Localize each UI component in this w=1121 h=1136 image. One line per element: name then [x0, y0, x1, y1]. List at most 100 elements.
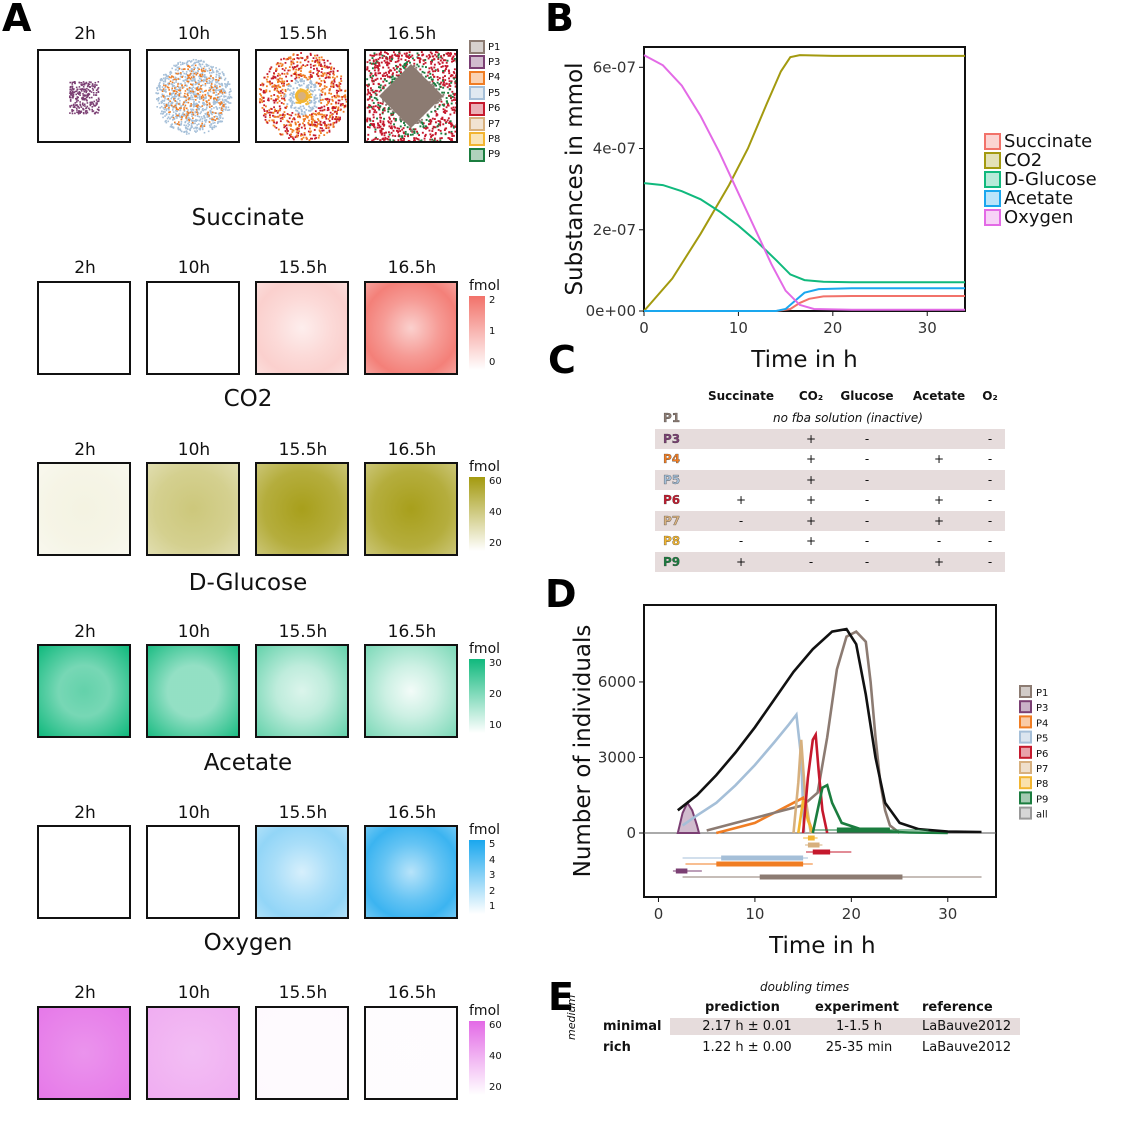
legend-label: P9 — [488, 149, 501, 161]
legend-item: P3 — [469, 55, 500, 70]
table-row: P5 + - - — [655, 469, 1005, 491]
reference-cell: LaBauve2012 — [922, 1019, 1012, 1034]
legend-label: all — [1036, 810, 1048, 821]
substance-chart-b: 0 10 20 30 0e+00 2e-07 4e-07 6e-07 Time in h Subs… — [562, 46, 1097, 373]
x-tick-label: 10 — [745, 905, 764, 923]
table-cell: - — [808, 554, 814, 569]
colorbar-tick: 60 — [489, 476, 502, 487]
time-label: 16.5h — [387, 258, 437, 278]
legend-label: P9 — [1036, 794, 1048, 805]
y-tick-label: 2e-07 — [593, 221, 636, 239]
table-cell: - — [987, 534, 993, 549]
table-cell: - — [738, 534, 744, 549]
table-cell — [691, 470, 791, 491]
legend-label: P7 — [1036, 764, 1048, 775]
legend-swatch — [984, 133, 1001, 150]
table-cell: + — [735, 493, 747, 508]
legend-swatch — [469, 40, 485, 54]
time-label: 2h — [74, 440, 96, 460]
legend-label: P8 — [488, 133, 501, 145]
legend-label: P1 — [1036, 688, 1048, 699]
experiment-cell: 25-35 min — [825, 1040, 893, 1055]
legend-label: Oxygen — [1004, 207, 1073, 228]
substance-heatmap — [37, 462, 131, 556]
table-caption: doubling times — [760, 980, 850, 994]
legend-swatch — [469, 86, 485, 101]
legend-item: P4 — [469, 70, 500, 85]
population-snapshot — [37, 49, 131, 143]
colorbar-unit: fmol — [469, 1003, 501, 1019]
table-cell: - — [987, 452, 993, 467]
substance-heatmap — [146, 1006, 240, 1100]
population-snapshot — [364, 49, 458, 143]
population-label: P6 — [663, 493, 681, 508]
header-cell: O₂ — [982, 389, 998, 403]
colorbar-tick: 40 — [489, 1051, 502, 1062]
table-cell: + — [933, 452, 945, 467]
series-line — [643, 54, 965, 311]
x-tick-label: 0 — [639, 319, 649, 337]
x-tick-label: 10 — [729, 319, 748, 337]
lifetime-box — [836, 827, 890, 833]
population-label: P1 — [663, 411, 681, 426]
legend-label: CO2 — [1004, 150, 1042, 171]
table-cell: - — [864, 554, 870, 569]
prediction-cell: 1.22 h ± 0.00 — [702, 1040, 792, 1055]
legend-swatch — [469, 101, 485, 116]
table-cell: - — [987, 554, 993, 569]
time-label: 2h — [74, 803, 96, 823]
time-label: 10h — [177, 440, 211, 460]
x-tick-label: 20 — [842, 905, 861, 923]
header-cell: Succinate — [707, 389, 775, 403]
legend-item: P9 — [469, 147, 501, 162]
substance-heatmap — [146, 644, 240, 738]
legend-label: P7 — [488, 118, 501, 130]
legend-swatch — [469, 70, 485, 85]
table-cell: - — [738, 513, 744, 528]
time-label: 10h — [177, 803, 211, 823]
time-label: 15.5h — [278, 258, 328, 278]
time-label: 15.5h — [278, 983, 328, 1003]
experiment-cell: 1-1.5 h — [835, 1019, 882, 1034]
colorbar-tick: 20 — [489, 538, 502, 549]
x-tick-label: 30 — [918, 319, 937, 337]
colorbar-tick: 4 — [489, 854, 496, 866]
population-label: P9 — [663, 554, 681, 569]
legend-swatch — [984, 171, 1001, 188]
series-line — [811, 783, 948, 835]
substance-heatmap — [364, 462, 458, 556]
x-tick-label: 0 — [654, 905, 664, 923]
x-axis-label: Time in h — [768, 933, 875, 959]
reference-cell: LaBauve2012 — [922, 1040, 1012, 1055]
table-cell: + — [805, 472, 817, 487]
colorbar-unit: fmol — [469, 278, 501, 294]
population-label: P7 — [663, 513, 681, 528]
colorbar-tick: 20 — [489, 1082, 502, 1093]
legend-label: P3 — [1036, 703, 1048, 714]
time-label-a: 15.5h — [278, 24, 328, 44]
table-cell: - — [987, 431, 993, 446]
colorbar-tick: 1 — [489, 326, 496, 337]
legend-swatch — [1019, 761, 1032, 774]
x-tick-label: 20 — [823, 319, 842, 337]
time-label: 10h — [177, 983, 211, 1003]
table-c-container: Succinate CO₂ Glucose Acetate O₂ P1 no fba sol… — [655, 388, 1005, 572]
colorbar-tick: 20 — [489, 689, 502, 700]
header-cell: Glucose — [840, 389, 894, 403]
table-cell: - — [987, 513, 993, 528]
colorbar-unit: fmol — [469, 641, 501, 657]
lifetime-box — [716, 861, 804, 867]
lifetime-box — [812, 849, 831, 855]
population-label: P5 — [663, 472, 681, 487]
time-label: 16.5h — [387, 440, 437, 460]
lifetime-box — [759, 874, 903, 880]
legend-swatch — [1019, 685, 1032, 698]
legend-swatch — [1019, 715, 1032, 729]
column-header: reference — [922, 1000, 993, 1015]
panel-letter-c: C — [548, 338, 576, 382]
colorbar — [469, 659, 485, 733]
time-label: 10h — [177, 258, 211, 278]
series-line — [644, 295, 965, 312]
substance-heatmap — [255, 644, 349, 738]
population-chart-d: 0 10 20 30 0 3000 6000 Time in h Number of indiv… — [570, 604, 1048, 959]
